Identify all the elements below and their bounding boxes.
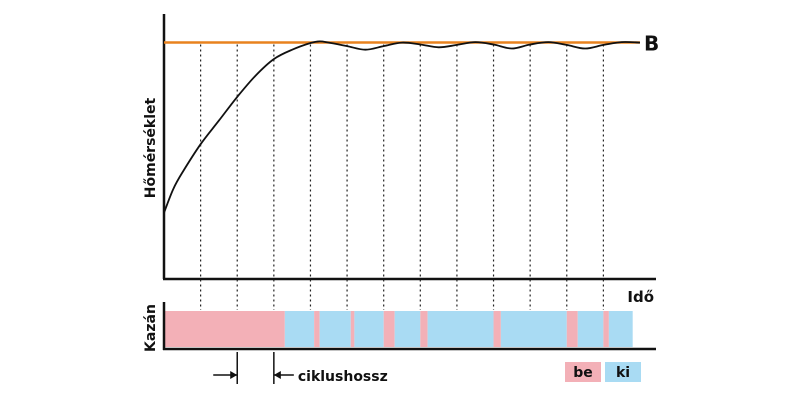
- boiler-segment-on: [566, 311, 578, 347]
- cycle-annotation-label: ciklushossz: [298, 369, 388, 385]
- x-axis-label: Idő: [627, 288, 654, 306]
- boiler-segment-off: [427, 311, 494, 347]
- boiler-segment-on: [164, 311, 285, 347]
- legend-swatch-on: [565, 362, 601, 382]
- arrow-left-icon: [273, 371, 281, 379]
- boiler-segment-off: [284, 311, 315, 347]
- boiler-label: Kazán: [143, 304, 159, 352]
- gridlines: [200, 44, 604, 310]
- boiler-segment-on: [420, 311, 428, 347]
- boiler-segment-off: [394, 311, 421, 347]
- legend-label-off: ki: [616, 365, 630, 381]
- boiler-segment-off: [500, 311, 567, 347]
- boiler-segment-on: [603, 311, 609, 347]
- legend-swatch-off: [605, 362, 641, 382]
- temperature-line-0: [163, 40, 641, 214]
- boiler-segment-on: [350, 311, 355, 347]
- series-layer: [163, 40, 641, 214]
- setpoint-label: B: [644, 32, 659, 56]
- boiler-segment-off: [577, 311, 604, 347]
- boiler-segment-off: [319, 311, 351, 347]
- boiler-segment-off: [354, 311, 384, 347]
- arrow-right-icon: [230, 371, 238, 379]
- y-axis-label: Hőmérséklet: [143, 97, 159, 198]
- cycle-annotation: ciklushossz: [213, 352, 388, 385]
- boiler-segment-on: [314, 311, 320, 347]
- boiler-segment-off: [608, 311, 633, 347]
- legend-label-on: be: [573, 365, 593, 381]
- boiler-bar: [164, 311, 633, 347]
- boiler-segment-on: [493, 311, 501, 347]
- boiler-segment-on: [383, 311, 395, 347]
- legend: be ki: [565, 362, 641, 382]
